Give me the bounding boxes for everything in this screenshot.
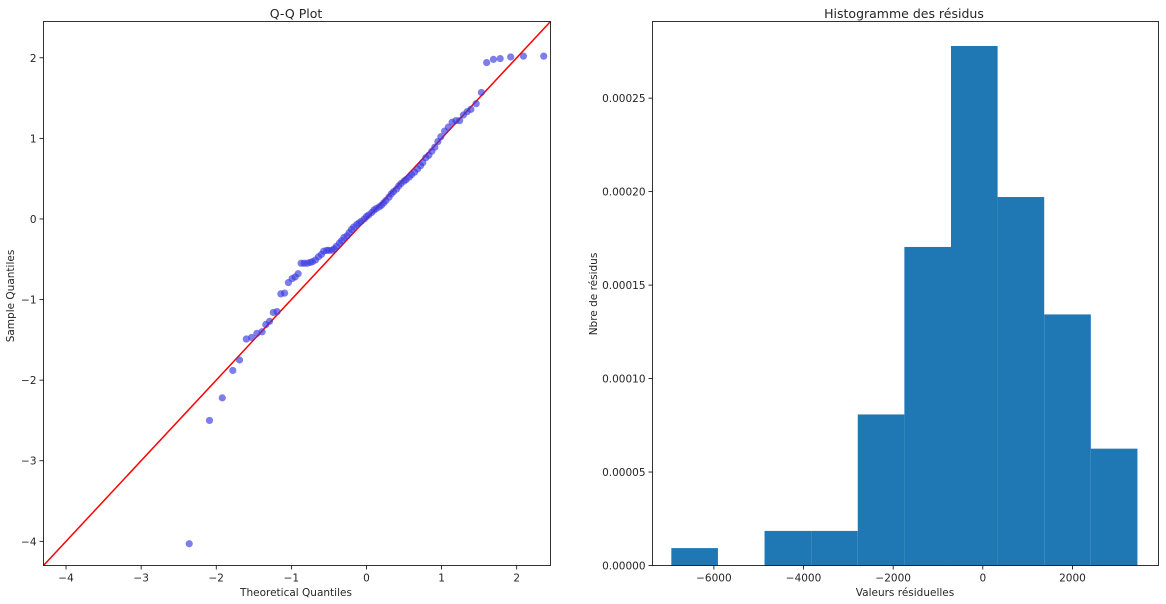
histogram-title: Histogramme des résidus xyxy=(824,6,984,21)
qq-point xyxy=(265,317,274,325)
histogram-bar xyxy=(950,45,998,566)
qq-x-axis: −4 −3 −2 −1 0 1 2 xyxy=(58,565,520,585)
qq-point xyxy=(431,143,439,151)
histogram-y-tick-label: 0.00020 xyxy=(602,187,645,199)
histogram-bars xyxy=(671,45,1138,566)
qq-y-tick-label: 2 xyxy=(30,53,37,65)
qq-plot-panel: Q-Q Plot −4 −3 −2 −1 0 1 2 −4 −3 −2 −1 0 1 2 Theoret… xyxy=(5,6,552,599)
qq-x-tick-label: 2 xyxy=(513,573,520,585)
qq-point xyxy=(281,289,289,297)
histogram-bar xyxy=(1044,314,1091,566)
qq-point xyxy=(205,416,214,425)
histogram-y-axis-label: Nbre de résidus xyxy=(588,253,600,336)
qq-x-axis-label: Theoretical Quantiles xyxy=(239,587,352,599)
qq-point xyxy=(444,123,452,131)
histogram-panel: Histogramme des résidus −6000 −4000 −2000 0… xyxy=(588,6,1159,599)
qq-point xyxy=(185,540,193,548)
qq-point xyxy=(235,356,244,364)
histogram-bar xyxy=(671,548,718,566)
qq-x-tick-label: −3 xyxy=(133,573,148,585)
qq-y-tick-label: −1 xyxy=(21,295,36,307)
qq-point xyxy=(456,117,464,125)
qq-point xyxy=(519,52,528,60)
qq-x-tick-label: −2 xyxy=(209,573,224,585)
qq-y-axis: −4 −3 −2 −1 0 1 2 xyxy=(21,53,44,548)
qq-point xyxy=(507,53,515,61)
qq-y-axis-label: Sample Quantiles xyxy=(5,250,17,343)
histogram-x-tick-label: −4000 xyxy=(786,573,822,585)
qq-x-tick-label: 1 xyxy=(438,573,445,585)
histogram-bar xyxy=(1090,448,1138,566)
qq-plot-frame xyxy=(43,21,551,566)
histogram-y-tick-label: 0.00005 xyxy=(602,467,645,479)
qq-y-tick-label: −4 xyxy=(21,536,37,548)
histogram-x-tick-label: 2000 xyxy=(1059,573,1086,585)
histogram-x-axis-label: Valeurs résiduelles xyxy=(856,587,954,599)
qq-point xyxy=(489,55,498,63)
qq-x-tick-label: 0 xyxy=(363,573,370,585)
qq-point xyxy=(483,59,491,67)
histogram-x-axis: −6000 −4000 −2000 0 2000 xyxy=(696,565,1086,585)
qq-point xyxy=(258,328,266,336)
histogram-x-tick-label: −6000 xyxy=(696,573,732,585)
qq-point xyxy=(294,270,302,278)
qq-y-tick-label: −3 xyxy=(21,456,36,468)
qq-point xyxy=(467,105,475,113)
qq-y-tick-label: 0 xyxy=(30,214,37,226)
qq-point xyxy=(496,54,504,63)
qq-point xyxy=(472,100,480,108)
qq-point xyxy=(477,88,485,97)
histogram-bar xyxy=(811,530,858,566)
histogram-x-tick-label: 0 xyxy=(979,573,986,585)
histogram-y-tick-label: 0.00000 xyxy=(602,561,645,573)
qq-plot-title: Q-Q Plot xyxy=(270,6,323,21)
qq-plot-area xyxy=(42,20,552,567)
qq-point xyxy=(229,366,237,375)
histogram-y-tick-label: 0.00010 xyxy=(602,374,645,386)
qq-x-tick-label: −4 xyxy=(58,573,74,585)
histogram-x-tick-label: −2000 xyxy=(875,573,911,585)
qq-point xyxy=(437,133,445,141)
qq-x-tick-label: −1 xyxy=(284,573,299,585)
qq-point xyxy=(218,394,226,402)
histogram-frame xyxy=(652,21,1159,566)
qq-point xyxy=(273,308,281,316)
histogram-y-tick-label: 0.00025 xyxy=(602,93,645,105)
histogram-bar xyxy=(857,414,905,566)
qq-y-tick-label: 1 xyxy=(30,133,37,145)
histogram-bar xyxy=(904,246,951,566)
histogram-y-tick-label: 0.00015 xyxy=(602,280,645,292)
histogram-bar xyxy=(997,197,1045,566)
qq-point xyxy=(247,333,256,342)
qq-point xyxy=(540,52,548,60)
histogram-y-axis: 0.00000 0.00005 0.00010 0.00015 0.00020 0.000… xyxy=(602,93,653,573)
qq-y-tick-label: −2 xyxy=(21,375,36,387)
histogram-bar xyxy=(764,530,812,566)
